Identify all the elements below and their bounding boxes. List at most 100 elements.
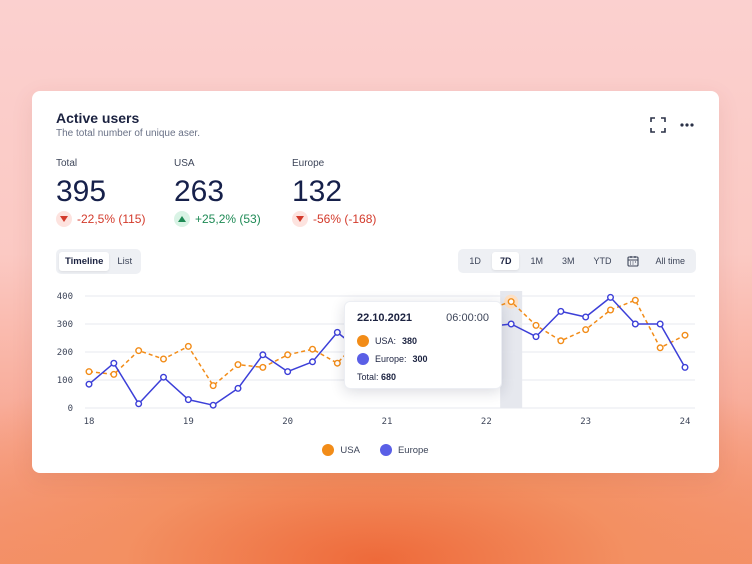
more-options-icon[interactable] <box>677 115 697 135</box>
legend-swatch <box>322 444 335 456</box>
stat-value: 395 <box>56 175 107 208</box>
tooltip-europe-value: 300 <box>412 354 428 364</box>
tooltip-usa-label: USA: <box>375 336 397 346</box>
stat-total: Total 395 -22,5% (115) <box>56 158 145 227</box>
usa-data-point <box>110 370 118 378</box>
tooltip-date: 22.10.2021 <box>357 312 413 324</box>
stat-europe: Europe 132 -56% (-168) <box>292 158 376 227</box>
x-tick-label: 22 <box>481 417 492 427</box>
stat-change-text: -56% (-168) <box>313 212 377 226</box>
y-tick-label: 100 <box>57 376 73 386</box>
europe-data-point <box>209 401 217 409</box>
stat-change: -22,5% (115) <box>56 211 145 227</box>
europe-data-point <box>333 328 341 336</box>
y-tick-label: 200 <box>57 348 73 358</box>
stat-usa: USA 263 +25,2% (53) <box>174 158 261 227</box>
europe-data-point <box>631 320 639 328</box>
legend-europe[interactable]: Europe <box>379 444 429 456</box>
line-chart: 0 100 200 300 400 18 19 20 21 22 23 24 <box>57 291 695 427</box>
tooltip-europe-label: Europe: <box>375 354 407 364</box>
europe-data-point <box>110 359 118 367</box>
usa-data-point <box>631 296 639 304</box>
europe-data-point <box>234 384 242 392</box>
europe-data-point <box>284 368 292 376</box>
range-all-time[interactable]: All time <box>655 256 685 266</box>
active-users-card: Active users The total number of unique … <box>32 91 719 473</box>
y-tick-label: 300 <box>57 320 73 330</box>
stat-change: +25,2% (53) <box>174 211 261 227</box>
usa-swatch <box>357 335 369 347</box>
tooltip-europe-row: Europe: 300 <box>357 353 428 365</box>
stat-label: Europe <box>292 158 325 169</box>
usa-data-point <box>259 363 267 371</box>
usa-data-point <box>681 331 689 339</box>
range-1d[interactable]: 1D <box>469 256 481 266</box>
tab-list[interactable]: List <box>117 256 133 267</box>
tab-timeline[interactable]: Timeline <box>59 252 110 271</box>
usa-data-point <box>234 361 242 369</box>
europe-data-point <box>607 293 615 301</box>
europe-data-point <box>259 351 267 359</box>
stat-value: 132 <box>292 175 343 208</box>
usa-data-point <box>656 344 664 352</box>
tooltip-time: 06:00:00 <box>446 312 489 324</box>
fullscreen-icon[interactable] <box>648 115 668 135</box>
time-range-selector: 1D 7D 1M 3M YTD All time <box>458 249 696 273</box>
usa-data-point <box>607 306 615 314</box>
usa-data-point <box>85 368 93 376</box>
range-1m[interactable]: 1M <box>530 256 543 266</box>
usa-data-point <box>284 351 292 359</box>
stat-change-text: -22,5% (115) <box>77 212 146 226</box>
usa-data-point <box>184 342 192 350</box>
usa-data-point <box>135 347 143 355</box>
highlight-band <box>500 291 523 408</box>
tooltip-total-label: Total: <box>357 372 379 382</box>
europe-data-point <box>656 320 664 328</box>
calendar-icon[interactable] <box>622 253 644 269</box>
range-7d[interactable]: 7D <box>491 252 520 270</box>
usa-data-point <box>209 382 217 390</box>
trend-down-icon <box>292 211 308 227</box>
europe-data-point <box>159 373 167 381</box>
europe-data-point <box>681 363 689 371</box>
stat-change: -56% (-168) <box>292 211 376 227</box>
chart-legend: USA Europe <box>32 444 719 456</box>
trend-up-icon <box>174 211 190 227</box>
legend-label: Europe <box>397 444 429 456</box>
stat-value: 263 <box>174 175 225 208</box>
usa-data-point <box>159 355 167 363</box>
legend-label: USA <box>340 444 360 456</box>
europe-swatch <box>357 353 369 365</box>
chart-tooltip: 22.10.2021 06:00:00 USA: 380 Europe: 300 T… <box>344 301 502 389</box>
trend-down-icon <box>56 211 72 227</box>
usa-data-point <box>333 359 341 367</box>
europe-data-point <box>135 400 143 408</box>
legend-swatch <box>379 444 392 456</box>
usa-data-point <box>507 298 515 306</box>
europe-data-point <box>309 358 317 366</box>
usa-data-point <box>309 345 317 353</box>
tooltip-total: Total: 680 <box>357 372 396 382</box>
x-tick-label: 23 <box>580 417 591 427</box>
x-tick-label: 18 <box>84 417 95 427</box>
tooltip-usa-value: 380 <box>402 336 418 346</box>
europe-data-point <box>532 333 540 341</box>
tooltip-total-value: 680 <box>381 372 397 382</box>
usa-data-point <box>532 321 540 329</box>
europe-data-point <box>507 320 515 328</box>
legend-usa[interactable]: USA <box>322 444 360 456</box>
stat-label: USA <box>174 158 195 169</box>
tooltip-usa-row: USA: 380 <box>357 335 417 347</box>
stat-change-text: +25,2% (53) <box>195 212 261 226</box>
x-tick-label: 24 <box>680 417 691 427</box>
usa-data-point <box>582 326 590 334</box>
x-tick-label: 21 <box>382 417 393 427</box>
range-3m[interactable]: 3M <box>561 256 575 266</box>
range-ytd[interactable]: YTD <box>593 256 612 266</box>
stat-label: Total <box>56 158 78 169</box>
x-tick-label: 19 <box>183 417 194 427</box>
card-title: Active users <box>56 110 140 126</box>
europe-data-point <box>184 396 192 404</box>
usa-data-point <box>557 337 565 345</box>
card-subtitle: The total number of unique aser. <box>56 128 200 139</box>
